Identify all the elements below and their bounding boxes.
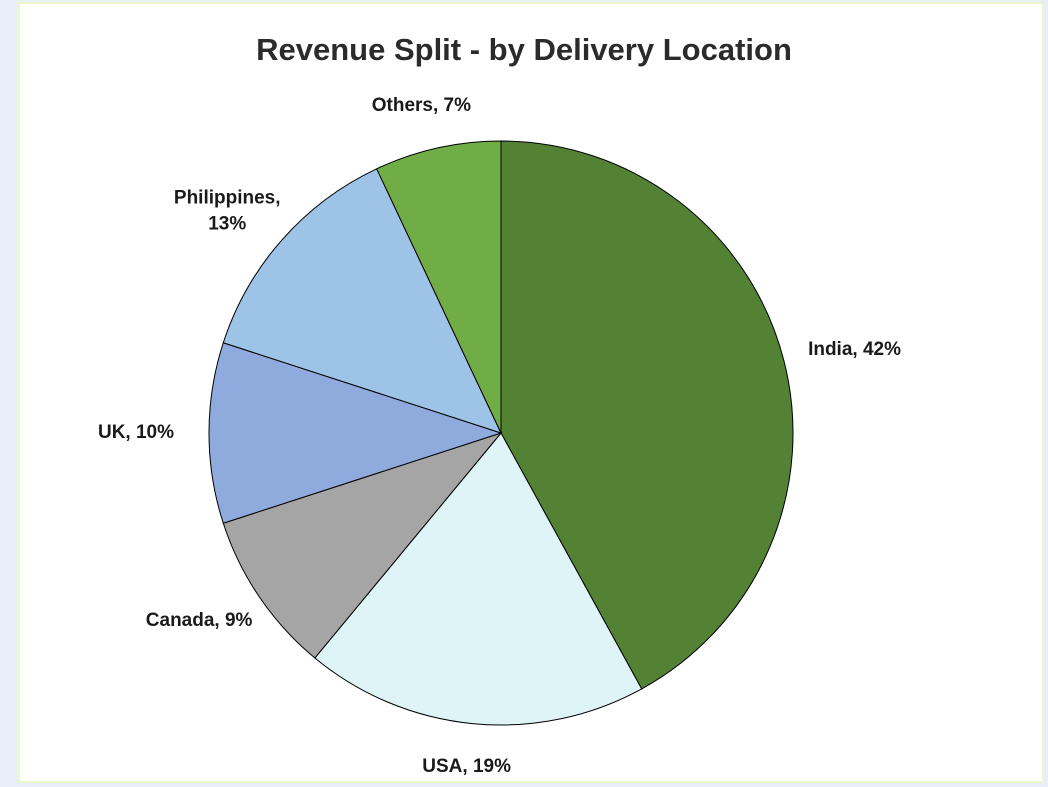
pie-slice: UK bbox=[208, 342, 503, 524]
data-label: Others, 7% bbox=[371, 95, 472, 117]
data-label: India, 42% bbox=[808, 338, 901, 360]
data-label: USA, 19% bbox=[422, 755, 511, 777]
pie-slice: Others bbox=[376, 140, 502, 434]
pie-slice: Canada bbox=[222, 431, 503, 659]
pie-slice: Philippines bbox=[222, 168, 502, 434]
pie-slice: India bbox=[500, 140, 794, 690]
data-label: Canada, 9% bbox=[145, 610, 253, 632]
pie-slice: USA bbox=[314, 432, 643, 726]
chart-title: Revenue Split - by Delivery Location bbox=[256, 32, 792, 67]
data-label: Philippines, 13% bbox=[173, 187, 281, 235]
data-label: UK, 10% bbox=[97, 422, 175, 444]
